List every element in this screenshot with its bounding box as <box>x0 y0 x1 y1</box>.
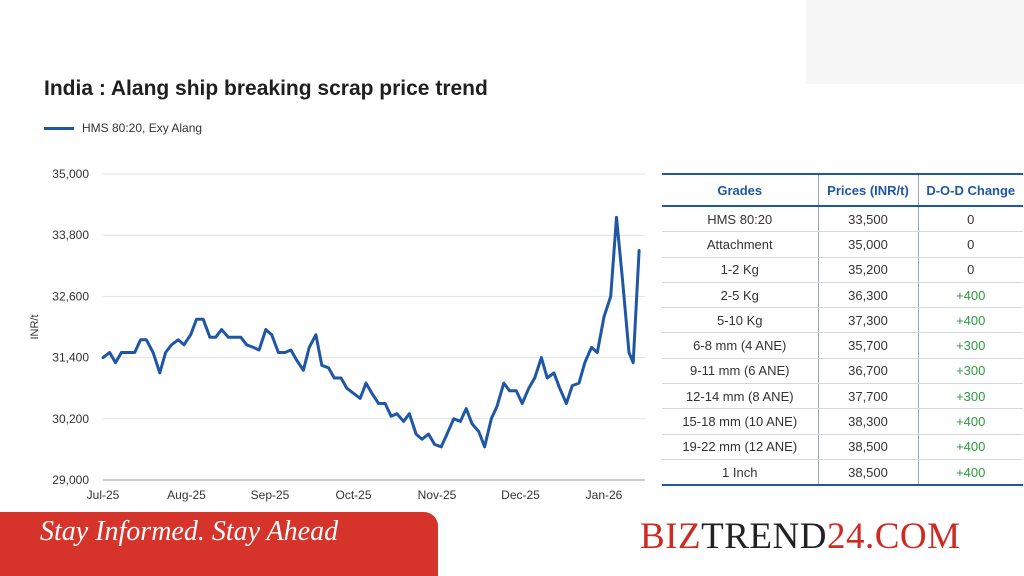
cell-price: 37,300 <box>817 307 918 334</box>
cell-dod-change: +400 <box>917 434 1023 460</box>
table-row: 12-14 mm (8 ANE) 37,700 +300 <box>662 383 1023 410</box>
header-grades: Grades <box>662 173 818 207</box>
cell-dod-change: 0 <box>917 231 1023 258</box>
corner-panel <box>806 0 1024 84</box>
y-tick-label: 32,600 <box>52 289 89 303</box>
brand-logo[interactable]: BIZTREND24.COM <box>640 515 961 558</box>
y-axis-label: INR/t <box>29 314 41 339</box>
series-line-1 <box>101 215 641 449</box>
table-row: HMS 80:20 33,500 0 <box>662 206 1023 233</box>
cell-price: 36,700 <box>817 358 918 385</box>
cell-dod-change: +400 <box>917 408 1023 435</box>
cell-price: 37,700 <box>817 383 918 410</box>
y-tick-label: 31,400 <box>52 351 89 365</box>
cell-dod-change: +400 <box>917 282 1023 309</box>
cell-price: 38,300 <box>817 408 918 435</box>
cell-dod-change: 0 <box>917 206 1023 233</box>
table-row: Attachment 35,000 0 <box>662 231 1023 258</box>
cell-price: 33,500 <box>817 206 918 233</box>
cell-grade: 2-5 Kg <box>662 282 818 309</box>
cell-grade: 12-14 mm (8 ANE) <box>662 383 818 410</box>
x-tick-label: Sep-25 <box>251 488 290 502</box>
cell-dod-change: 0 <box>917 257 1023 283</box>
cell-grade: HMS 80:20 <box>662 206 818 233</box>
table-row: 1-2 Kg 35,200 0 <box>662 257 1023 283</box>
legend-label: HMS 80:20, Exy Alang <box>82 121 203 135</box>
brand-part-trend: TREND <box>701 516 827 557</box>
y-tick-label: 30,200 <box>52 412 89 426</box>
y-tick-label: 33,800 <box>52 228 89 242</box>
y-tick-label: 35,000 <box>52 167 89 181</box>
cell-price: 38,500 <box>817 459 918 487</box>
cell-grade: 6-8 mm (4 ANE) <box>662 332 818 359</box>
cell-grade: Attachment <box>662 231 818 258</box>
x-tick-label: Nov-25 <box>418 488 457 502</box>
header-prices: Prices (INR/t) <box>817 173 918 207</box>
chart-legend: HMS 80:20, Exy Alang <box>44 121 202 135</box>
table-row: 15-18 mm (10 ANE) 38,300 +400 <box>662 408 1023 435</box>
cell-grade: 1 Inch <box>662 459 818 487</box>
cell-price: 35,000 <box>817 231 918 258</box>
cell-dod-change: +400 <box>917 307 1023 334</box>
chart-title: India : Alang ship breaking scrap price … <box>44 77 488 100</box>
cell-price: 35,700 <box>817 332 918 359</box>
x-tick-label: Aug-25 <box>167 488 206 502</box>
price-table-container: Grades Prices (INR/t) D-O-D Change HMS 8… <box>662 173 1023 487</box>
cell-price: 38,500 <box>817 434 918 460</box>
table-row: 6-8 mm (4 ANE) 35,700 +300 <box>662 332 1023 359</box>
x-tick-label: Oct-25 <box>335 488 371 502</box>
tagline-banner <box>0 512 438 576</box>
cell-dod-change: +300 <box>917 332 1023 359</box>
table-row: 9-11 mm (6 ANE) 36,700 +300 <box>662 358 1023 385</box>
cell-dod-change: +400 <box>917 459 1023 487</box>
table-row: 5-10 Kg 37,300 +400 <box>662 307 1023 334</box>
cell-dod-change: +300 <box>917 383 1023 410</box>
cell-dod-change: +300 <box>917 358 1023 385</box>
header-dod-change: D-O-D Change <box>917 173 1023 207</box>
x-tick-label: Dec-25 <box>501 488 540 502</box>
legend-line-swatch <box>44 126 74 130</box>
y-tick-label: 29,000 <box>52 473 89 487</box>
tagline-text: Stay Informed. Stay Ahead <box>40 516 339 547</box>
cell-price: 36,300 <box>817 282 918 309</box>
table-row: 2-5 Kg 36,300 +400 <box>662 282 1023 309</box>
cell-grade: 9-11 mm (6 ANE) <box>662 358 818 385</box>
table-body: HMS 80:20 33,500 0 Attachment 35,000 0 1-2 Kg 3… <box>662 206 1023 487</box>
table-header-row: Grades Prices (INR/t) D-O-D Change <box>662 173 1023 207</box>
x-tick-label: Jul-25 <box>87 488 120 502</box>
table-row: 19-22 mm (12 ANE) 38,500 +400 <box>662 434 1023 460</box>
brand-part-biz: BIZ <box>640 516 702 557</box>
cell-price: 35,200 <box>817 257 918 283</box>
cell-grade: 19-22 mm (12 ANE) <box>662 434 818 460</box>
cell-grade: 15-18 mm (10 ANE) <box>662 408 818 435</box>
brand-part-24com: 24.COM <box>826 516 961 557</box>
cell-grade: 1-2 Kg <box>662 257 818 283</box>
x-tick-label: Jan-26 <box>586 488 623 502</box>
table-row: 1 Inch 38,500 +400 <box>662 459 1023 487</box>
price-line-chart: 29,000 30,200 31,400 32,600 33,800 35,000 Jul-… <box>29 167 645 502</box>
price-table: Grades Prices (INR/t) D-O-D Change HMS 8… <box>662 173 1023 487</box>
cell-grade: 5-10 Kg <box>662 307 818 334</box>
